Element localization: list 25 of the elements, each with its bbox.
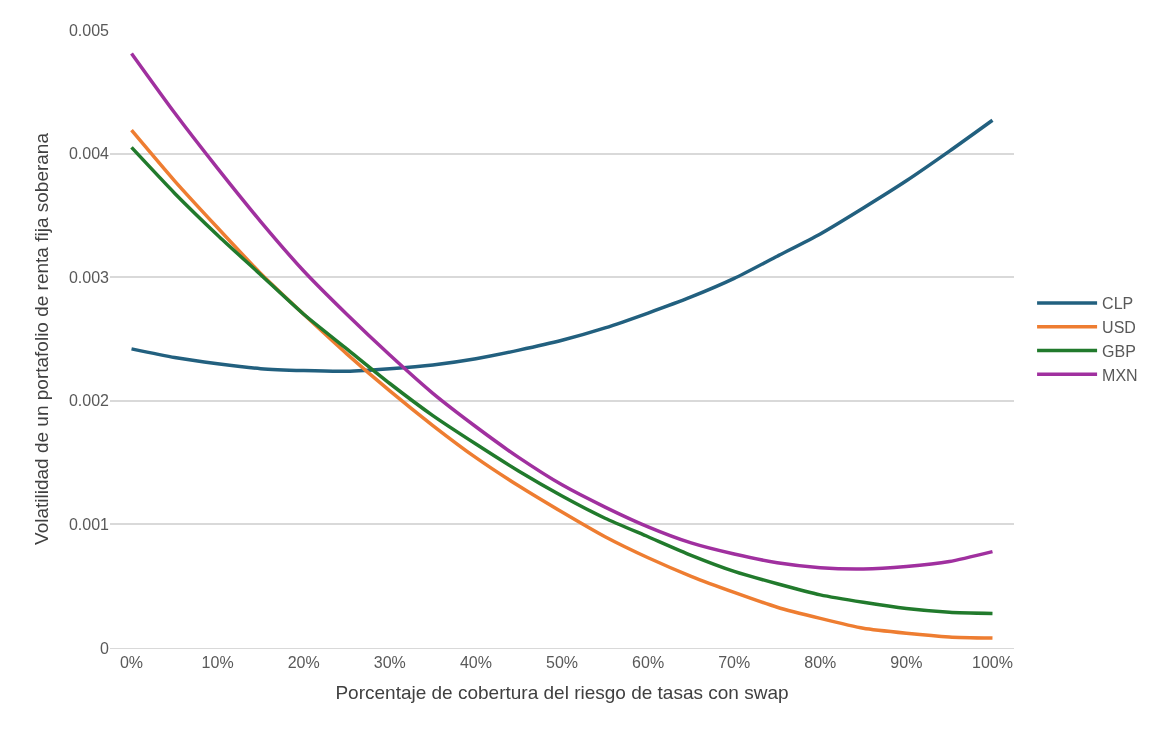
x-tick-label: 50% (545, 654, 579, 672)
y-tick-label: 0.005 (68, 21, 110, 39)
y-tick-label: 0 (100, 639, 110, 657)
x-tick-label: 80% (804, 654, 837, 672)
x-tick-label: 20% (287, 654, 320, 672)
y-tick-label: 0.002 (68, 392, 110, 410)
y-tick-label: 0.003 (68, 268, 110, 286)
legend-label: CLP (1102, 295, 1134, 313)
x-tick-label: 90% (890, 654, 923, 672)
x-tick-label: 30% (373, 654, 406, 672)
line-series (129, 118, 995, 373)
x-tick-label: 0% (119, 654, 144, 672)
x-tick-label: 100% (972, 654, 1013, 672)
legend-label: MXN (1102, 366, 1138, 384)
y-axis-title: Volatilidad de un portafolio de renta fija soberana (30, 132, 52, 545)
legend-label: GBP (1102, 342, 1136, 360)
x-tick-label: 40% (459, 654, 492, 672)
y-tick-label: 0.004 (68, 145, 110, 163)
x-tick-label: 10% (201, 654, 234, 672)
x-tick-label: 70% (718, 654, 751, 672)
y-tick-label: 0.001 (68, 516, 110, 533)
line-series (129, 51, 995, 571)
x-axis-title: Porcentaje de cobertura del riesgo de tasas con swap (335, 682, 789, 703)
x-tick-label: 60% (632, 654, 665, 672)
legend-label: USD (1102, 318, 1136, 336)
